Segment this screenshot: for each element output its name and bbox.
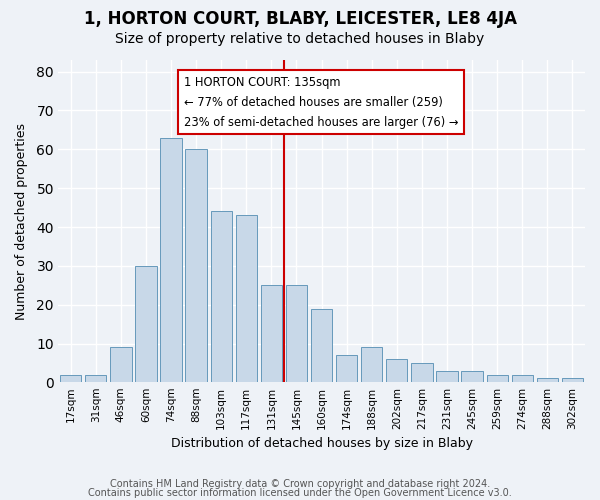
Text: Size of property relative to detached houses in Blaby: Size of property relative to detached ho… [115, 32, 485, 46]
Bar [361, 348, 382, 382]
Bar [160, 138, 182, 382]
Bar [110, 348, 131, 382]
Bar [135, 266, 157, 382]
Y-axis label: Number of detached properties: Number of detached properties [15, 122, 28, 320]
Bar [60, 374, 82, 382]
Bar [286, 286, 307, 382]
Bar [336, 355, 358, 382]
Text: 1 HORTON COURT: 135sqm
← 77% of detached houses are smaller (259)
23% of semi-de: 1 HORTON COURT: 135sqm ← 77% of detached… [184, 76, 458, 128]
X-axis label: Distribution of detached houses by size in Blaby: Distribution of detached houses by size … [170, 437, 473, 450]
Bar [537, 378, 558, 382]
Bar [512, 374, 533, 382]
Bar [411, 363, 433, 382]
Text: Contains public sector information licensed under the Open Government Licence v3: Contains public sector information licen… [88, 488, 512, 498]
Bar [487, 374, 508, 382]
Bar [261, 286, 282, 382]
Bar [85, 374, 106, 382]
Bar [311, 308, 332, 382]
Bar [185, 150, 207, 382]
Bar [236, 216, 257, 382]
Text: Contains HM Land Registry data © Crown copyright and database right 2024.: Contains HM Land Registry data © Crown c… [110, 479, 490, 489]
Bar [436, 370, 458, 382]
Bar [562, 378, 583, 382]
Bar [386, 359, 407, 382]
Text: 1, HORTON COURT, BLABY, LEICESTER, LE8 4JA: 1, HORTON COURT, BLABY, LEICESTER, LE8 4… [83, 10, 517, 28]
Bar [211, 212, 232, 382]
Bar [461, 370, 483, 382]
